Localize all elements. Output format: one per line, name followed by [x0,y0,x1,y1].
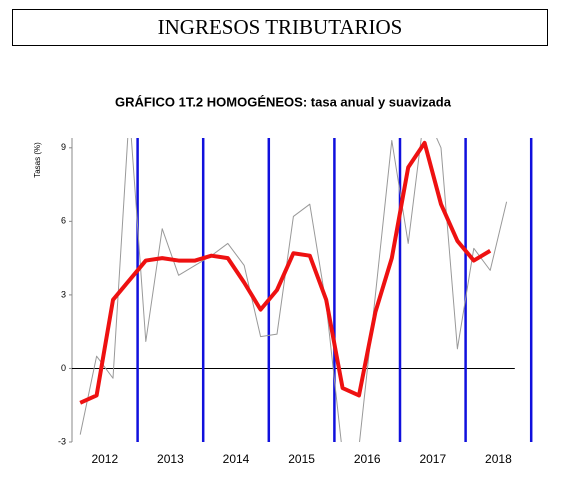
x-tick-label: 2013 [157,452,184,466]
series-line [79,138,508,442]
y-tick-label: 3 [61,289,66,299]
x-tick-label: 2014 [223,452,250,466]
y-tick-label: -3 [58,436,66,446]
chart-title: GRÁFICO 1T.2 HOMOGÉNEOS: tasa anual y su… [115,94,452,109]
y-axis-label: Tasas (%) [33,142,42,178]
x-tick-label: 2012 [91,452,118,466]
y-tick-label: 9 [61,142,66,152]
x-tick-label: 2017 [419,452,446,466]
plot-area [79,138,508,442]
y-tick-label: 0 [61,363,66,373]
x-tick-label: 2018 [485,452,512,466]
y-tick-label: 6 [61,216,66,226]
series-line [79,140,492,405]
x-tick-label: 2016 [354,452,381,466]
header: INGRESOS TRIBUTARIOS [12,9,548,46]
x-tick-label: 2015 [288,452,315,466]
